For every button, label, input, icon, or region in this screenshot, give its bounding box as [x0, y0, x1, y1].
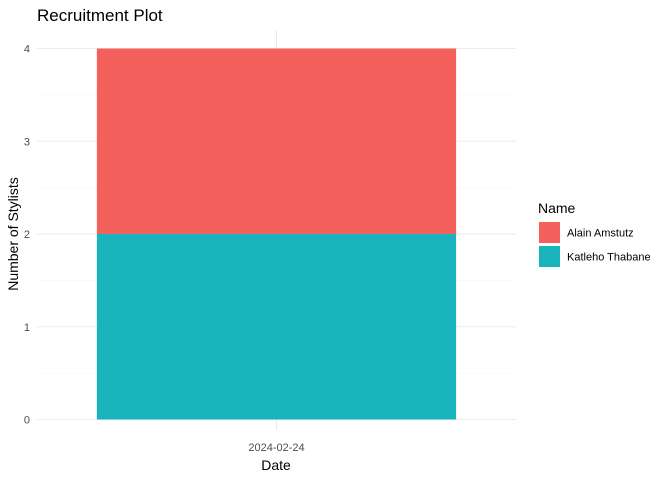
y-tick-label: 0 — [24, 415, 30, 427]
y-axis-ticks: 0 1 2 3 4 — [24, 44, 30, 427]
x-axis-title: Date — [261, 457, 291, 473]
y-tick-label: 2 — [24, 229, 30, 241]
legend-label: Alain Amstutz — [567, 228, 634, 240]
legend-swatch — [539, 222, 560, 243]
bar-segment — [96, 234, 457, 420]
legend-label: Katleho Thabane — [567, 252, 651, 264]
y-axis-title: Number of Stylists — [5, 177, 21, 291]
chart-title: Recruitment Plot — [37, 6, 163, 25]
bar-segment — [96, 48, 457, 234]
bars — [96, 48, 457, 420]
x-tick-label: 2024-02-24 — [248, 442, 304, 454]
x-axis-ticks: 2024-02-24 — [248, 442, 304, 454]
y-tick-label: 4 — [24, 44, 30, 56]
legend-title: Name — [538, 200, 576, 216]
legend: Name Alain Amstutz Katleho Thabane — [538, 200, 651, 267]
y-tick-label: 1 — [24, 322, 30, 334]
legend-swatch — [539, 246, 560, 267]
y-tick-label: 3 — [24, 136, 30, 148]
